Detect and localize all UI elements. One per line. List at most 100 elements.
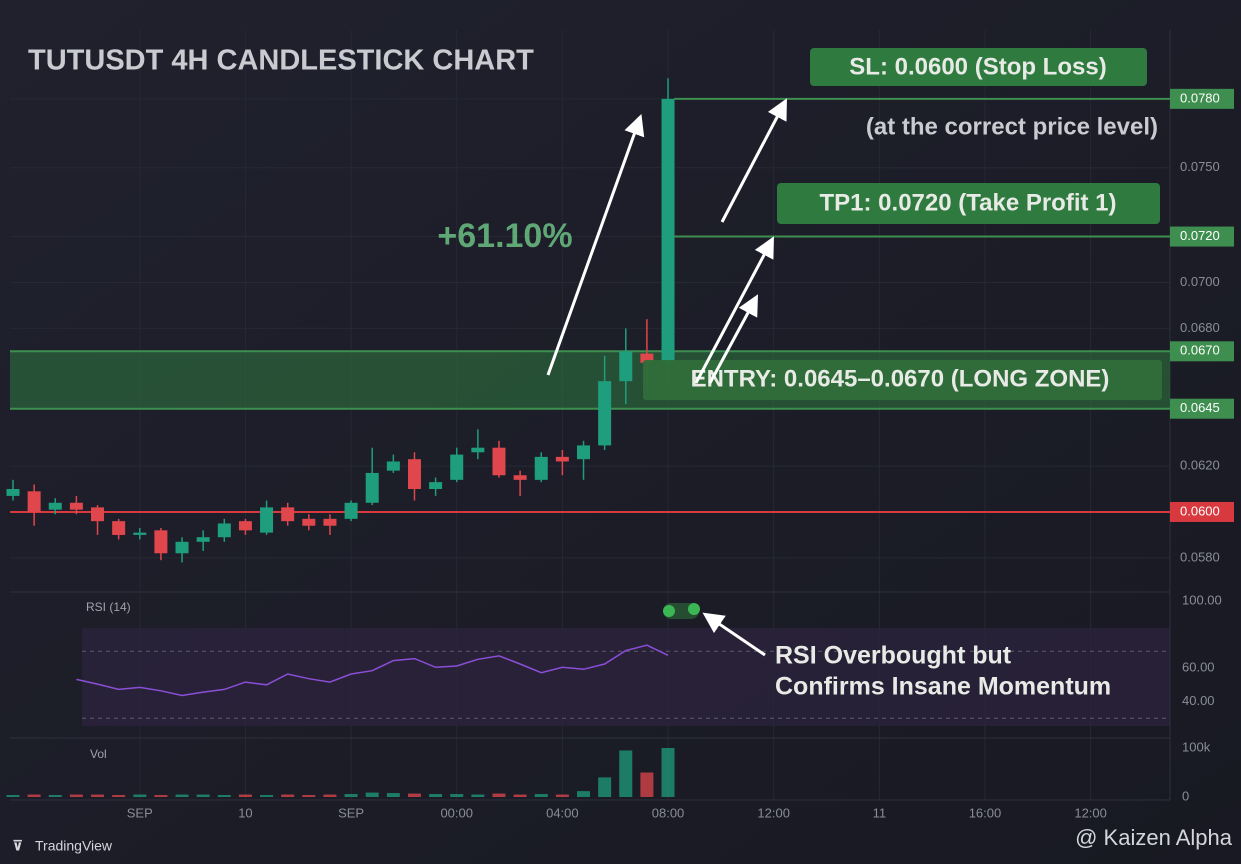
volume-bar	[217, 795, 231, 797]
volume-bar	[555, 794, 569, 797]
volume-bar	[196, 794, 210, 797]
x-tick-label: 00:00	[440, 805, 473, 820]
y-tick-label: 0.0750	[1180, 159, 1220, 174]
candle-body	[640, 353, 654, 363]
overbought-dot	[663, 605, 675, 617]
rsi-tick-label: 100.00	[1182, 592, 1222, 607]
x-tick-label: 12:00	[1074, 805, 1107, 820]
price-tag	[1170, 226, 1234, 247]
candle-body	[471, 447, 485, 453]
candle-body	[555, 456, 569, 462]
volume-bar	[471, 794, 485, 797]
candle-body	[281, 507, 295, 522]
volume-bar	[492, 793, 506, 797]
candle-body	[217, 523, 231, 538]
x-tick-label: SEP	[338, 805, 364, 820]
candle-body	[598, 381, 612, 446]
candle-body	[260, 507, 274, 533]
volume-bar	[91, 794, 105, 797]
volume-bar	[281, 794, 295, 797]
candle-body	[365, 472, 379, 503]
volume-bar	[407, 793, 421, 797]
price-tag	[1170, 398, 1234, 419]
candle-body	[344, 502, 358, 519]
arrows	[546, 98, 787, 657]
candle-body	[492, 447, 506, 476]
sl-note: (at the correct price level)	[866, 113, 1158, 140]
x-tick-label: SEP	[127, 805, 153, 820]
candle-body	[450, 454, 464, 480]
rsi-note: RSI Overbought but	[775, 642, 1012, 670]
price-tag-label: 0.0645	[1180, 400, 1220, 415]
volume-bar	[154, 795, 168, 797]
y-tick-label: 0.0700	[1180, 274, 1220, 289]
sl-box	[810, 48, 1147, 86]
price-tag	[1170, 341, 1234, 362]
candle-body	[6, 489, 20, 496]
x-tick-label: 04:00	[546, 805, 579, 820]
volume-bar	[175, 794, 189, 797]
sl-annotation: SL: 0.0600 (Stop Loss)	[849, 53, 1106, 80]
volume-bar	[365, 792, 379, 797]
candle-body	[69, 502, 83, 510]
candle-body	[196, 537, 210, 542]
volume-bar	[133, 794, 147, 797]
logo-mark: ⊽	[12, 838, 23, 854]
volume-bar	[302, 795, 316, 797]
volume-bar	[429, 794, 443, 797]
volume-bar	[238, 794, 252, 797]
candle-body	[407, 459, 421, 490]
price-tag-label: 0.0720	[1180, 228, 1220, 243]
volume-bar	[661, 748, 675, 797]
volume-bar	[534, 794, 548, 797]
volume-bar	[323, 794, 337, 797]
candle-body	[429, 482, 443, 490]
x-tick-label: 16:00	[969, 805, 1002, 820]
tp1-box	[777, 183, 1160, 224]
candle-body	[513, 475, 527, 480]
price-tag-label: 0.0780	[1180, 90, 1220, 105]
candle-body	[386, 461, 400, 471]
volume-bar	[69, 794, 83, 797]
price-tag	[1170, 501, 1234, 522]
rsi-tick-label: 40.00	[1182, 693, 1215, 708]
candle-body	[534, 456, 548, 480]
overbought-dot	[688, 603, 700, 615]
price-tag	[1170, 88, 1234, 109]
entry-annotation: ENTRY: 0.0645–0.0670 (LONG ZONE)	[691, 365, 1110, 392]
price-tag-label: 0.0670	[1180, 343, 1220, 358]
candle-body	[133, 532, 147, 535]
candle-body	[91, 507, 105, 522]
candle-body	[175, 541, 189, 554]
candle-body	[661, 98, 675, 363]
watermark: @ Kaizen Alpha	[1075, 825, 1233, 850]
x-tick-label: 10	[238, 805, 252, 820]
candle-body	[154, 530, 168, 554]
entry-box	[643, 360, 1162, 400]
volume-bar	[513, 794, 527, 797]
volume-bar	[598, 777, 612, 797]
candle-body	[323, 518, 337, 526]
volume-label: Vol	[90, 747, 107, 761]
candle-body	[112, 521, 126, 535]
y-tick-label: 0.0580	[1180, 549, 1220, 564]
volume-tick-label: 0	[1182, 788, 1189, 803]
candle-body	[619, 351, 633, 382]
volume-bar	[48, 795, 62, 797]
candle-body	[27, 491, 41, 512]
rsi-label: RSI (14)	[86, 600, 131, 614]
rsi-band	[82, 628, 1170, 726]
volume-bar	[6, 795, 20, 797]
rsi-line	[76, 644, 669, 697]
volume-bar	[577, 791, 591, 797]
x-tick-label: 08:00	[652, 805, 685, 820]
volume-tick-label: 100k	[1182, 739, 1211, 754]
rsi-note: Confirms Insane Momentum	[775, 673, 1111, 701]
volume-bar	[386, 793, 400, 797]
candle-body	[302, 518, 316, 526]
volume-bar	[619, 750, 633, 797]
volume-bar	[450, 794, 464, 797]
volume-bar	[112, 795, 126, 797]
x-tick-label: 12:00	[757, 805, 790, 820]
